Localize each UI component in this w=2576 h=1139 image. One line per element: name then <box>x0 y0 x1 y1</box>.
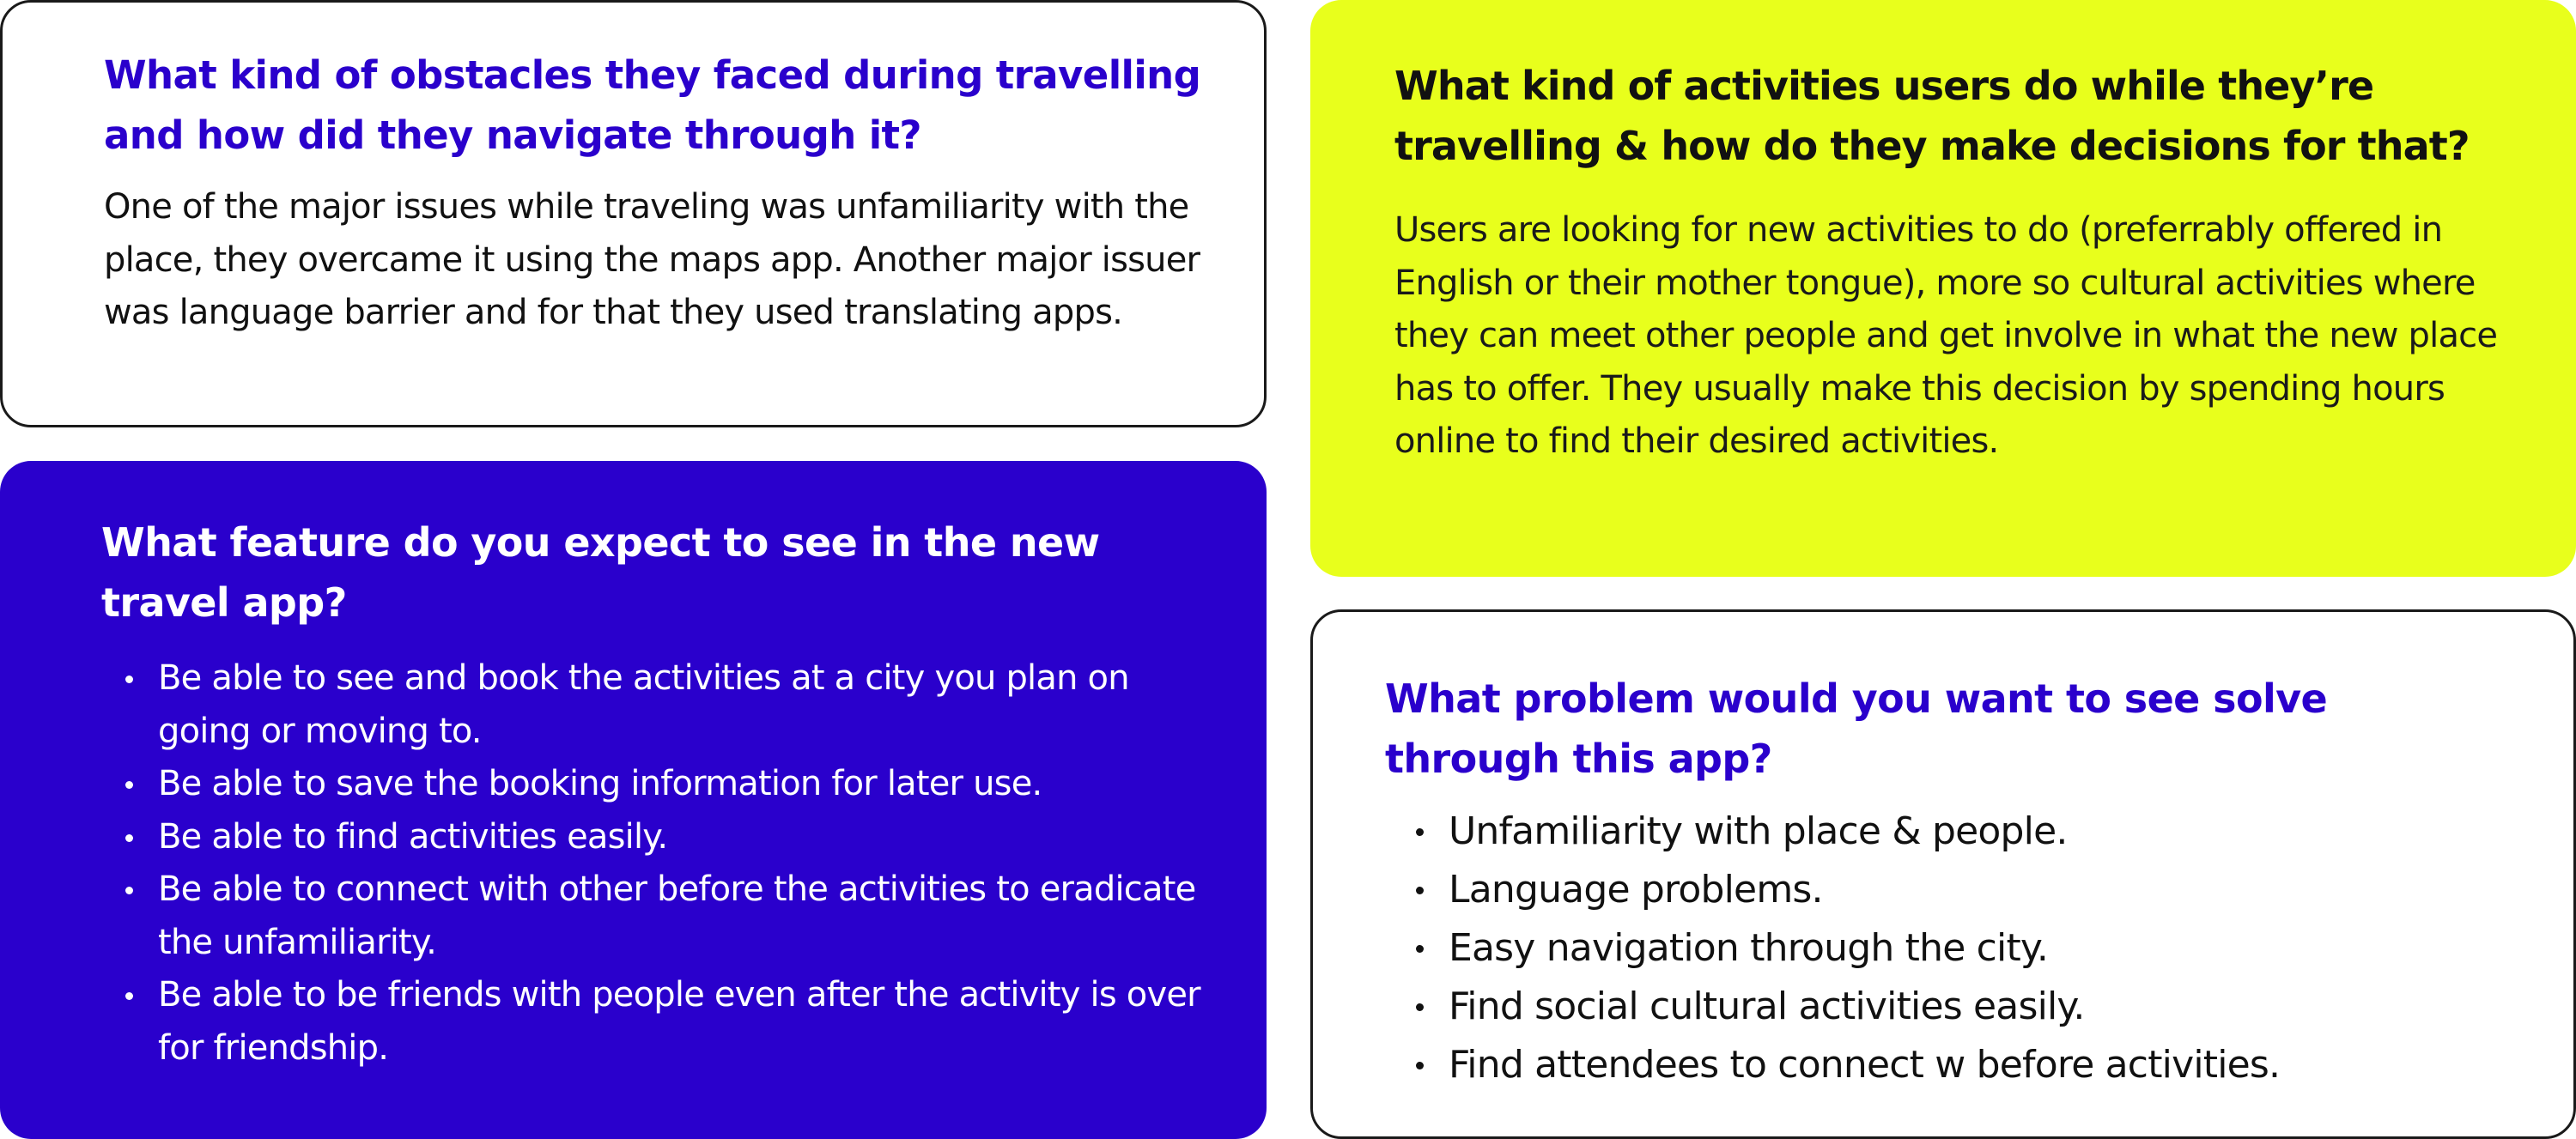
list-item: Unfamiliarity with place & people. <box>1416 803 2530 861</box>
features-card: What feature do you expect to see in the… <box>0 461 1267 1139</box>
list-item: Be able to save the booking information … <box>125 758 1223 811</box>
obstacles-card-body: One of the major issues while traveling … <box>104 187 1200 332</box>
list-item: Language problems. <box>1416 861 2530 919</box>
activities-card-title: What kind of activities users do while t… <box>1394 63 2470 169</box>
problems-card-title: What problem would you want to see solve… <box>1385 676 2328 782</box>
problems-list: Unfamiliarity with place & people. Langu… <box>1416 803 2530 1094</box>
list-item: Be able to be friends with people even a… <box>125 969 1223 1075</box>
features-card-title: What feature do you expect to see in the… <box>101 519 1100 626</box>
activities-card-body: Users are looking for new activities to … <box>1394 210 2498 461</box>
list-item: Find social cultural activities easily. <box>1416 978 2530 1036</box>
list-item: Easy navigation through the city. <box>1416 919 2530 978</box>
list-item: Be able to find activities easily. <box>125 811 1223 864</box>
activities-card: What kind of activities users do while t… <box>1310 0 2576 577</box>
list-item: Be able to connect with other before the… <box>125 863 1223 969</box>
list-item: Be able to see and book the activities a… <box>125 652 1223 758</box>
obstacles-card: What kind of obstacles they faced during… <box>0 0 1267 427</box>
problems-card: What problem would you want to see solve… <box>1310 609 2576 1139</box>
features-list: Be able to see and book the activities a… <box>125 652 1223 1075</box>
list-item: Find attendees to connect w before activ… <box>1416 1036 2530 1094</box>
obstacles-card-title: What kind of obstacles they faced during… <box>104 52 1201 158</box>
